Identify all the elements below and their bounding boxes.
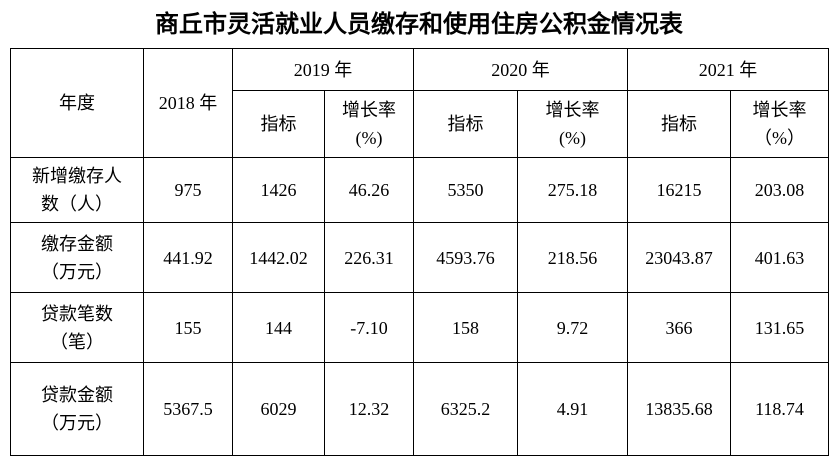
row-label-line: 数（人） xyxy=(41,194,113,214)
data-row: 新增缴存人 数（人） 975 1426 46.26 5350 275.18 16215 203.… xyxy=(10,157,829,223)
subheader-cell: 指标 xyxy=(232,90,325,158)
year-cell: 2019 年 xyxy=(232,48,414,91)
row-label: 新增缴存人数（人） xyxy=(10,157,144,223)
growth-label: 增长率 xyxy=(342,100,396,120)
data-cell: 6325.2 xyxy=(413,362,518,456)
subheader-cell: 增长率 （%） xyxy=(730,90,829,158)
data-cell: 226.31 xyxy=(324,222,414,293)
data-cell: 4.91 xyxy=(517,362,628,456)
data-row: 贷款笔数 （笔） 155 144 -7.10 158 9.72 366 131.65 xyxy=(10,292,829,363)
data-cell: 46.26 xyxy=(324,157,414,223)
header-row: 年度 2018 年 2019 年 2020 年 2021 年 xyxy=(10,48,829,158)
row-label-line: （万元） xyxy=(41,261,113,282)
data-cell: 441.92 xyxy=(143,222,233,293)
subheader-cell: 指标 xyxy=(627,90,731,158)
data-cell: 144 xyxy=(232,292,325,363)
data-cell: 4593.76 xyxy=(413,222,518,293)
row-label-line: 缴存金额 xyxy=(41,233,113,254)
data-row: 贷款金额 （万元） 5367.5 6029 12.32 6325.2 4.91 13835.6… xyxy=(10,362,829,456)
data-cell: 12.32 xyxy=(324,362,414,456)
title: 商丘市灵活就业人员缴存和使用住房公积金情况表 xyxy=(155,10,683,38)
data-cell: 23043.87 xyxy=(627,222,731,293)
data-cell: 275.18 xyxy=(517,157,628,223)
growth-unit: (%) xyxy=(355,128,383,148)
data-cell: 131.65 xyxy=(730,292,829,363)
row-label-line: 贷款笔数 xyxy=(41,303,113,324)
data-cell: 5350 xyxy=(413,157,518,223)
data-cell: 158 xyxy=(413,292,518,363)
data-table: 年度 2018 年 2019 年 2020 年 2021 年指标 增长率 (%) 指标 增长率(… xyxy=(10,48,829,456)
growth-label: 增长率 xyxy=(545,100,600,120)
data-cell: 5367.5 xyxy=(143,362,233,456)
data-cell: 1442.02 xyxy=(232,222,325,293)
data-row: 缴存金额 （万元） 441.92 1442.02 226.31 4593.76 218.56… xyxy=(10,222,829,293)
row-label-line: （笔） xyxy=(50,331,104,352)
data-cell: 975 xyxy=(143,157,233,223)
data-cell: 6029 xyxy=(232,362,325,456)
subheader-cell: 增长率 (%) xyxy=(517,90,628,158)
data-cell: 13835.68 xyxy=(627,362,731,456)
row-label: 贷款金额 （万元） xyxy=(10,362,144,456)
data-cell: 16215 xyxy=(627,157,731,223)
data-cell: 218.56 xyxy=(517,222,628,293)
year-cell: 2020 年 xyxy=(413,48,628,91)
data-cell: 155 xyxy=(143,292,233,363)
data-cell: -7.10 xyxy=(324,292,414,363)
subheader-cell: 指标 xyxy=(413,90,518,158)
data-cell: 401.63 xyxy=(730,222,829,293)
data-cell: 9.72 xyxy=(517,292,628,363)
data-cell: 366 xyxy=(627,292,731,363)
growth-label: 增长率 xyxy=(752,100,807,120)
row-label-line: 贷款金额 xyxy=(41,385,113,405)
data-cell: 203.08 xyxy=(730,157,829,223)
row-label: 缴存金额 （万元） xyxy=(10,222,144,293)
growth-unit: (%) xyxy=(559,128,586,148)
row-label-line: （万元） xyxy=(41,413,113,433)
subheader-cell: 增长率 (%) xyxy=(324,90,414,158)
subheader-row: 指标 增长率 (%) 指标 增长率 (%) 指标 增长率 （%） xyxy=(11,90,829,158)
data-cell: 118.74 xyxy=(730,362,829,456)
row-label: 贷款笔数 （笔） xyxy=(10,292,144,363)
header-cell: 年度 xyxy=(10,48,144,158)
growth-unit: （%） xyxy=(754,128,805,148)
row-label-line: 新增缴存人 xyxy=(32,166,122,186)
year-cell: 2021 年 xyxy=(627,48,829,91)
data-cell: 1426 xyxy=(232,157,325,223)
header-cell: 2018 年 xyxy=(143,48,233,158)
